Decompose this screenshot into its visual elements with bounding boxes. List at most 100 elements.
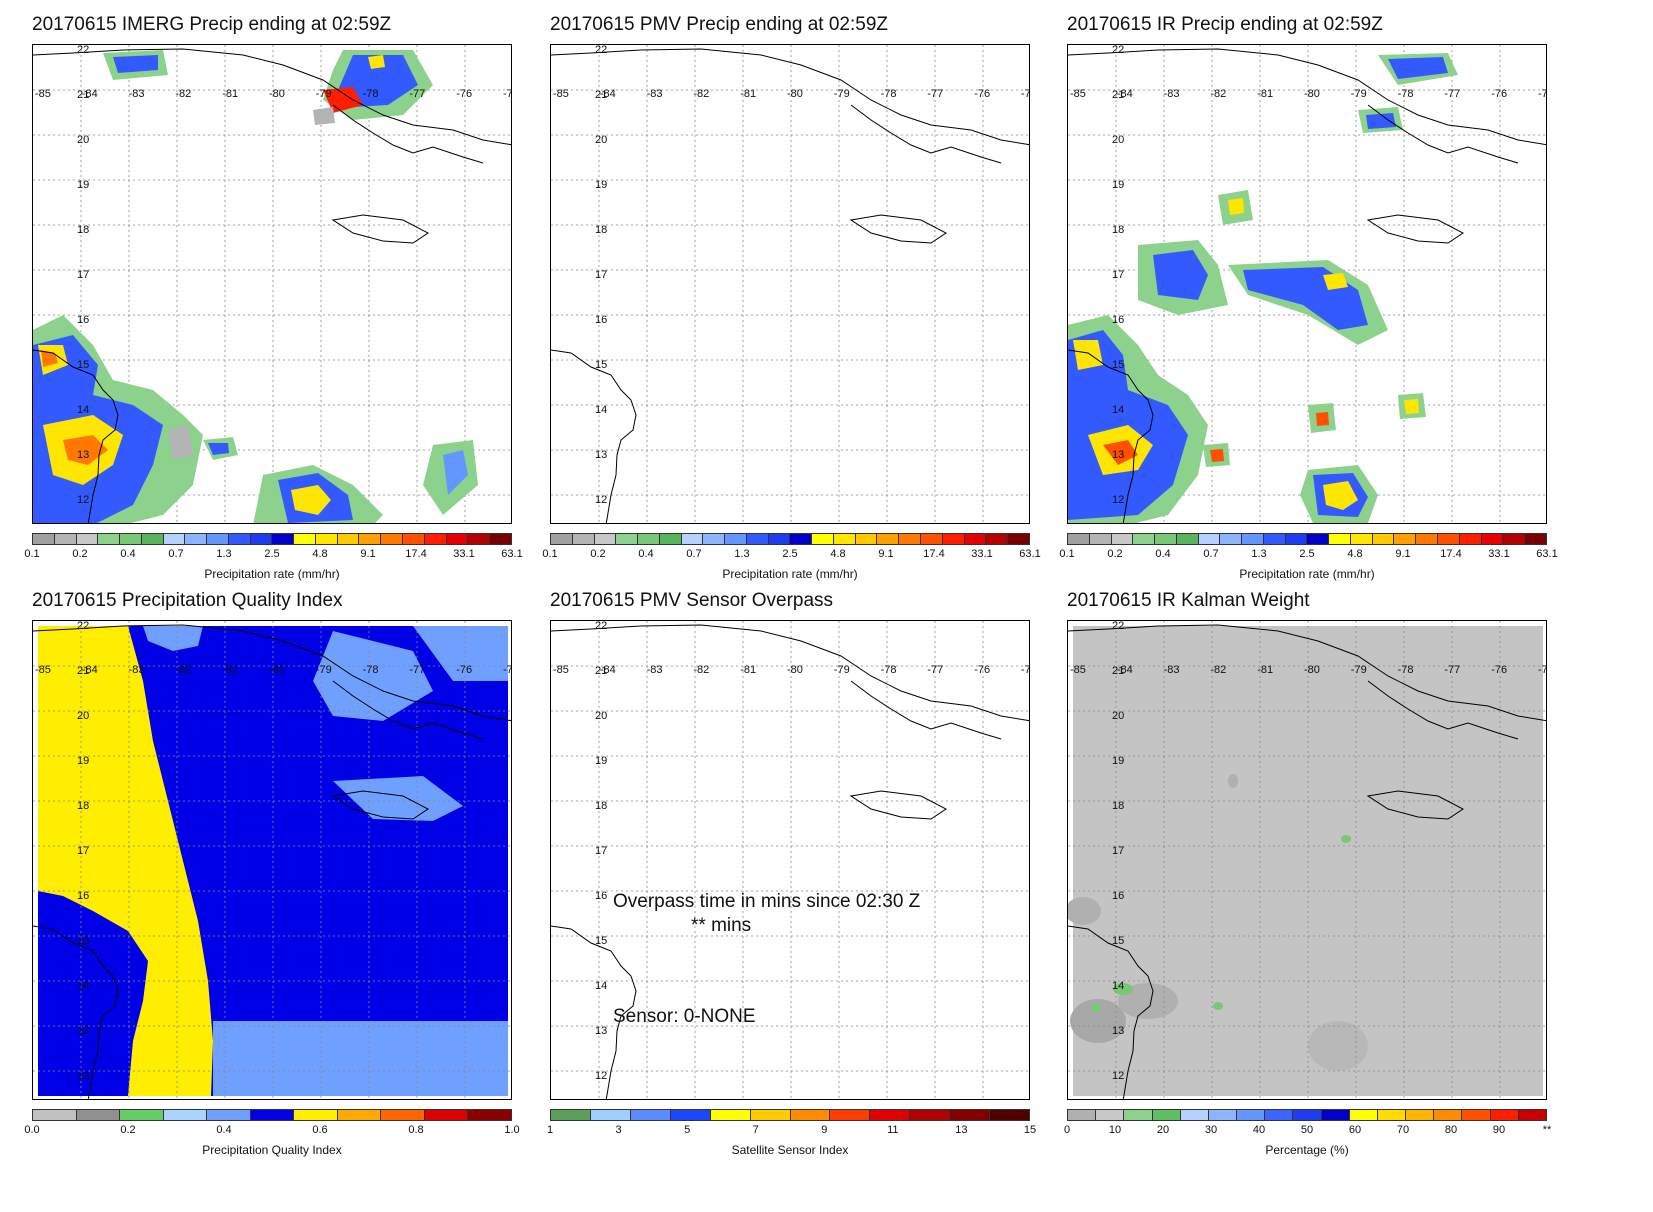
precip-map: -85 -84 -83 -82 -81 -80 -79 -78 -77 -76 -75 22 21 20 1… [551,45,1029,523]
colorbar-swatch [1503,534,1526,544]
quality-area [313,631,433,721]
colorbar-swatch [670,1110,711,1120]
colorbar-tick: 1.3 [1251,548,1267,560]
colorbar [32,533,512,545]
colorbar-swatch [490,534,511,544]
colorbar-swatch [359,534,382,544]
cuba-coast [33,48,511,146]
colorbar-tick: 0.1 [542,548,558,560]
cuba-coast [33,624,511,722]
colorbar-swatch [710,1110,751,1120]
colorbar [1067,533,1547,545]
lon-label: -79 [316,664,332,676]
precip-area [368,55,385,69]
lat-label: 19 [595,755,607,767]
lat-label: 20 [77,134,89,146]
lat-label: 15 [595,935,607,947]
lon-label: -83 [647,88,663,100]
colorbar-tick: 11 [887,1124,899,1136]
lat-label: 13 [77,449,89,461]
cuba-south-coast [850,680,1002,740]
lon-label: -77 [1444,88,1460,100]
colorbar-swatch [1089,534,1112,544]
colorbar-swatch [1490,1110,1519,1120]
lat-label: 19 [1112,179,1124,191]
colorbar-swatch [590,1110,631,1120]
lon-label: -80 [787,88,803,100]
weight-area [1228,774,1238,788]
lat-label: 19 [77,179,89,191]
colorbar-swatch [725,534,747,544]
lon-label: -77 [927,664,943,676]
colorbar-swatch [98,534,121,544]
colorbar-swatch [1111,534,1134,544]
lon-label: -79 [834,88,850,100]
colorbar-swatch [468,534,491,544]
colorbar-swatch [1176,534,1199,544]
colorbar-swatch [833,534,856,544]
lat-label: 14 [1112,980,1124,992]
colorbar-swatch [638,534,660,544]
precip-area [63,435,108,465]
lat-label: 17 [77,269,89,281]
lon-label: -76 [1491,664,1507,676]
lon-label: -82 [693,664,709,676]
lat-label: 20 [1112,710,1124,722]
panel-title: 20170615 Precipitation Quality Index [32,590,343,611]
colorbar-ticks: 0.1 0.2 0.4 0.7 1.3 2.5 4.8 9.1 17.4 33.1 63.1 [24,548,522,562]
colorbar-tick: 1.0 [504,1124,520,1136]
colorbar-tick: 0.7 [1203,548,1219,560]
colorbar-tick: 0.7 [168,548,184,560]
colorbar-tick: 1 [546,1124,554,1136]
lat-label: 14 [77,980,89,992]
colorbar-tick: 63.1 [501,548,523,560]
jamaica-coast [1366,790,1464,820]
colorbar-swatch [964,534,987,544]
colorbar-swatch [1372,534,1395,544]
central-america-coast [33,925,119,1099]
colorbar-swatch [1285,534,1308,544]
colorbar-swatch [163,1110,208,1120]
colorbar-tick: 9.1 [878,548,894,560]
weight-area [1091,1004,1101,1012]
lat-label: 13 [595,1025,607,1037]
precip-area [1228,198,1244,215]
kalman-map: -85 -84 -83 -82 -81 -80 -79 -78 -77 -76 -75 22 21 20 1… [1068,621,1546,1099]
lon-label: -76 [456,664,472,676]
colorbar-swatch [272,534,295,544]
colorbar-swatch [746,534,769,544]
precip-area [1366,113,1396,129]
colorbar-swatch [1329,534,1351,544]
colorbar-tick: 0.7 [686,548,702,560]
colorbar-label: Satellite Sensor Index [731,1143,849,1157]
colorbar-tick: 0 [1063,1124,1071,1136]
colorbar-swatch [120,534,142,544]
colorbar-tick: 20 [1156,1124,1170,1136]
colorbar-swatch [446,534,469,544]
lat-label: 16 [77,314,89,326]
panel-title: 20170615 IR Precip ending at 02:59Z [1067,14,1383,35]
colorbar-swatch [1198,534,1221,544]
lat-label: 21 [595,89,607,101]
lat-label: 19 [595,179,607,191]
colorbar-ticks: 0 10 20 30 40 50 60 70 80 90 ** [1063,1124,1551,1138]
colorbar-tick: 33.1 [453,548,475,560]
weight-area [1070,999,1126,1043]
cuba-south-coast [1367,680,1519,740]
lat-label: 13 [1112,1025,1124,1037]
colorbar [550,533,1030,545]
colorbar-tick: 0.2 [1107,548,1123,560]
lon-label: -83 [1164,88,1180,100]
colorbar-swatch [790,534,813,544]
panel-title: 20170615 PMV Precip ending at 02:59Z [550,14,889,35]
colorbar-swatch [250,534,273,544]
lat-label: 19 [77,755,89,767]
precip-area [208,443,229,455]
lon-label: -81 [740,664,756,676]
lon-label: -83 [129,88,145,100]
lon-label: -79 [1351,664,1367,676]
lon-label: -83 [647,664,663,676]
colorbar-tick: 15 [1023,1124,1037,1136]
colorbar-label: Percentage (%) [1265,1143,1349,1157]
lon-label: -82 [175,88,191,100]
